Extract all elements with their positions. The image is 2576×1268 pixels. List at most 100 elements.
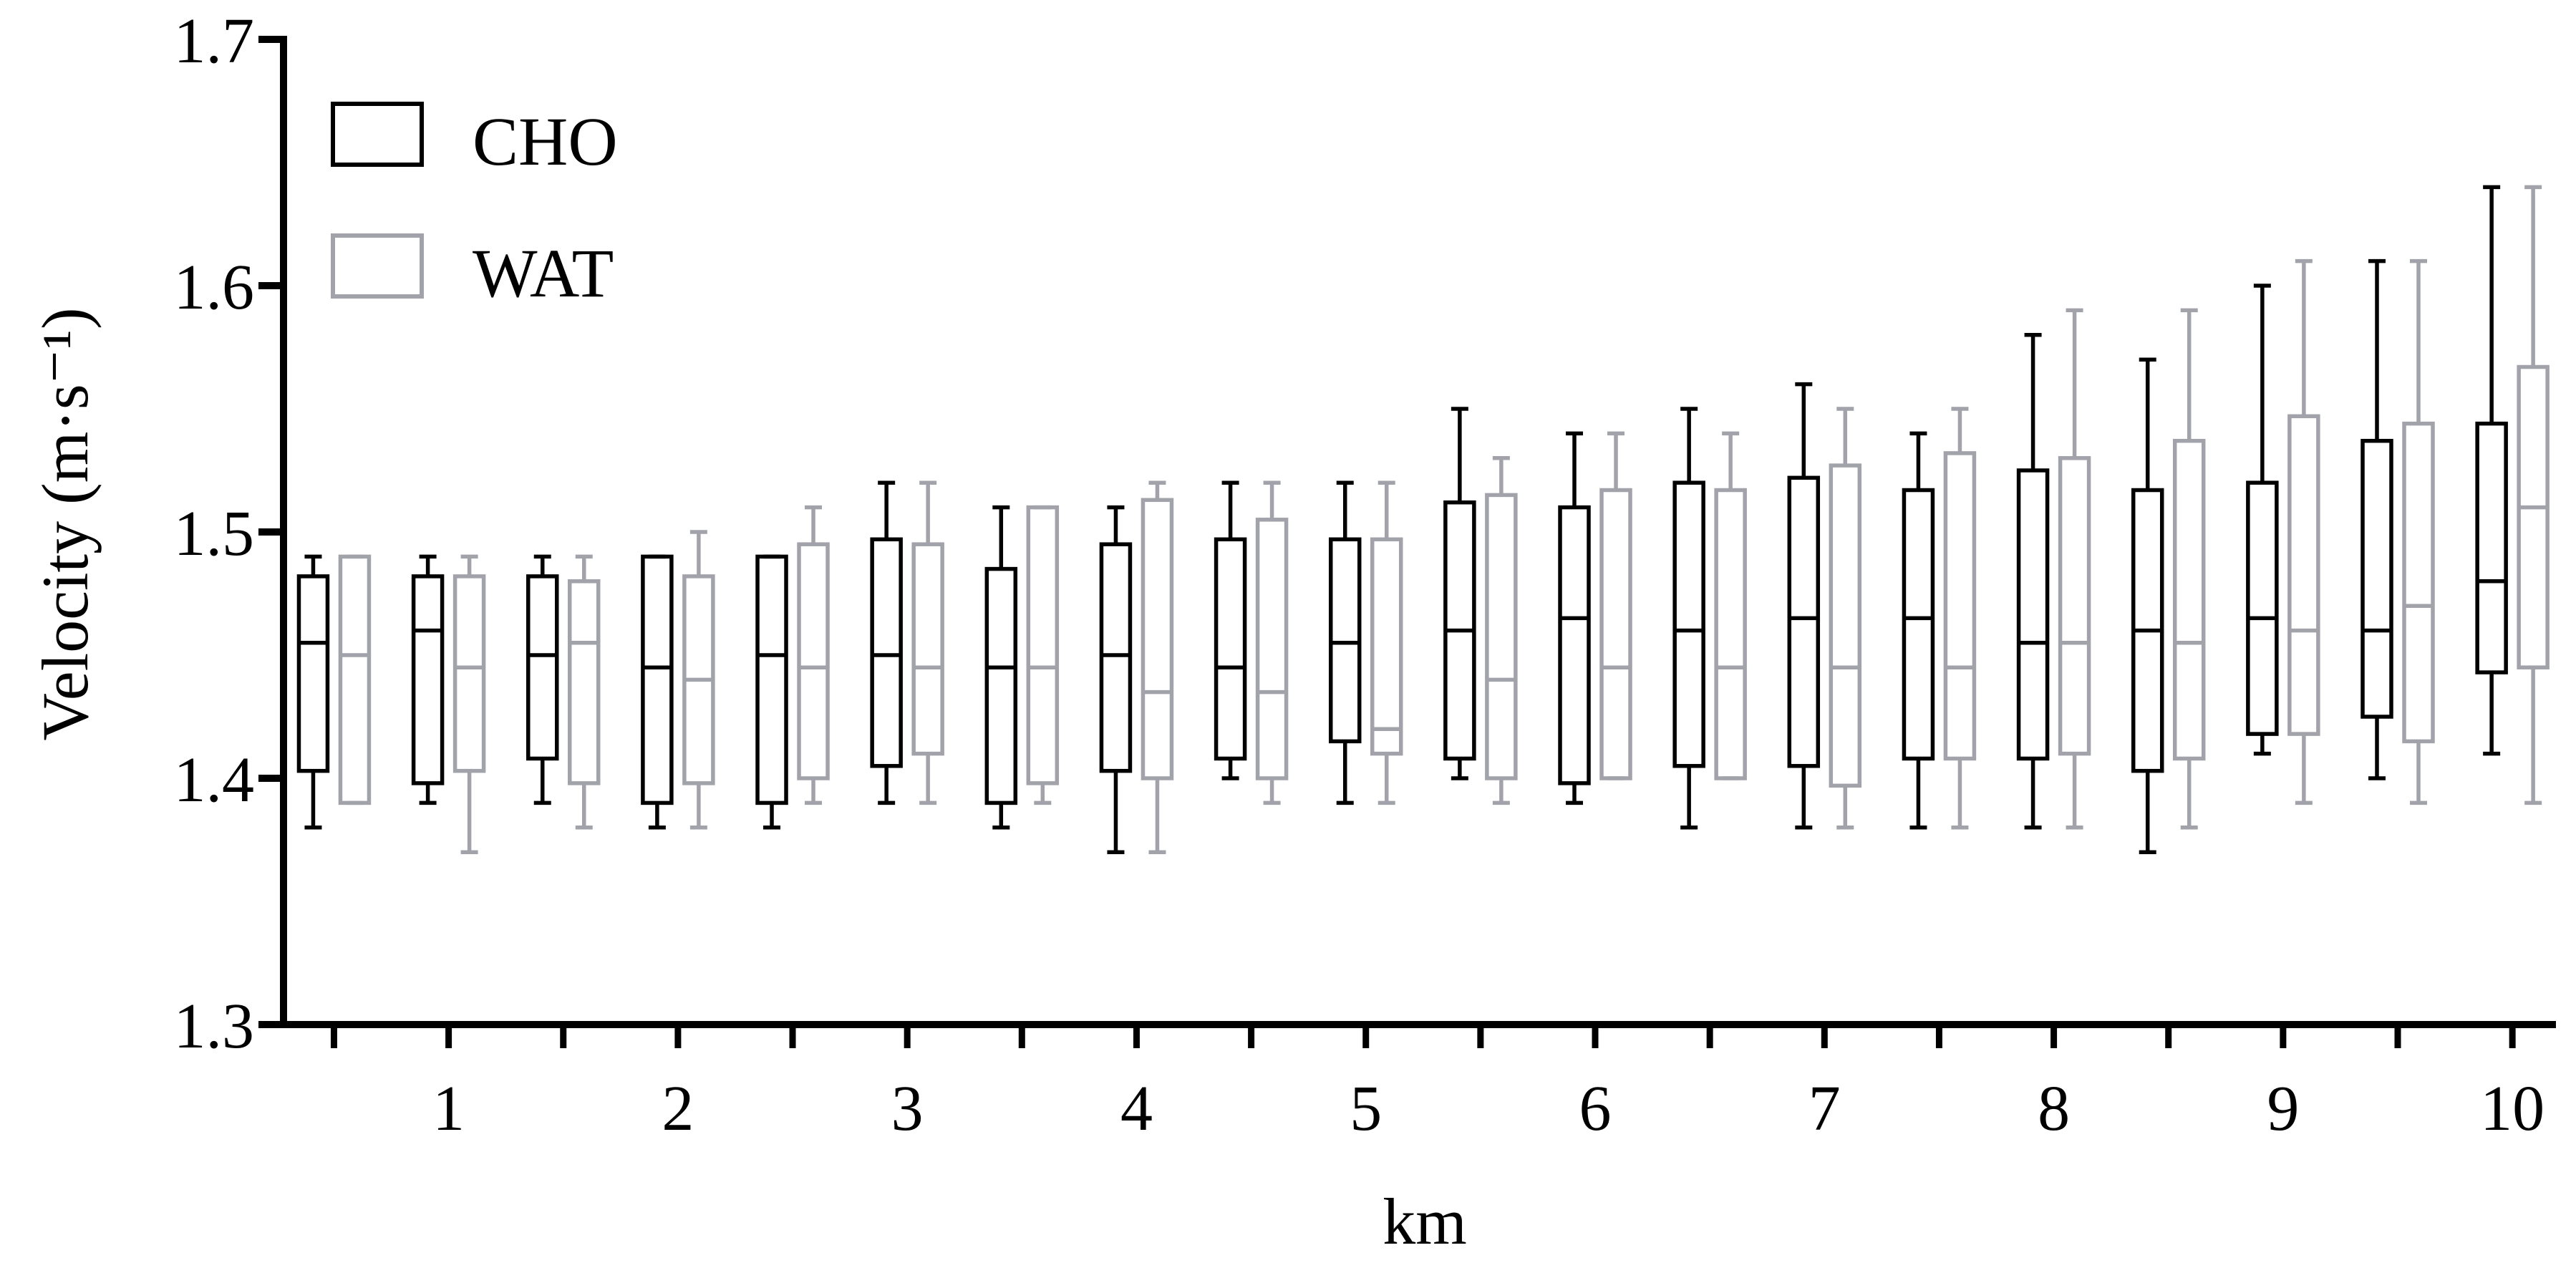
wat-iqr-box [2172,438,2206,761]
x-tick-label: 9 [2267,1073,2299,1144]
wat-iqr-box [2517,364,2550,669]
cho-box-plot-4.5-km [1214,480,1247,780]
axis-ticks: 1.3 1.4 1.5 1.6 1.7 1 2 3 4 5 6 7 8 9 10 [174,6,2545,1144]
cho-box-plot-8.5-km [2131,357,2164,854]
cho-iqr-box [296,574,330,773]
wat-box-plot-8.5-km [2172,308,2206,830]
cho-iqr-box [2246,480,2279,736]
y-tick-label: 1.4 [174,745,255,816]
cho-iqr-box [2016,468,2050,761]
x-axis-label: km [1383,1185,1467,1258]
cho-iqr-box [1214,537,1247,761]
wat-iqr-box [2287,414,2320,736]
x-tick-label: 5 [1350,1073,1382,1144]
wat-box-plot-3-km [911,480,944,805]
wat-iqr-box [1599,488,1632,780]
cho-iqr-box [1328,537,1362,744]
wat-iqr-box [1714,488,1747,780]
x-tick-label: 3 [891,1073,924,1144]
wat-iqr-box [1255,518,1289,780]
wat-iqr-box [567,579,601,785]
wat-box-plot-3.5-km [1026,505,1060,805]
cho-iqr-box [984,566,1018,805]
wat-iqr-box [911,542,944,756]
cho-box-plot-1-km [411,554,445,805]
wat-box-plot-9-km [2287,258,2320,805]
cho-iqr-box [755,554,788,805]
cho-box-plot-0.5-km [296,554,330,830]
x-tick-label: 2 [662,1073,694,1144]
wat-iqr-box [2058,456,2091,756]
box-plots [296,185,2550,854]
wat-iqr-box [1026,505,1060,785]
wat-iqr-box [1485,493,1518,780]
cho-box-plot-3.5-km [984,505,1018,830]
y-axis-label: Velocity (m·s⁻¹) [29,307,102,740]
cho-iqr-box [1787,475,1821,768]
x-tick-label: 10 [2480,1073,2544,1144]
legend: CHO WAT [331,102,618,311]
cho-box-plot-6-km [1558,431,1591,805]
x-tick-label: 6 [1579,1073,1612,1144]
wat-iqr-box [797,542,830,780]
wat-box-plot-2-km [682,530,715,830]
wat-iqr-box [1829,463,1862,788]
wat-box-plot-1.5-km [567,554,601,830]
cho-iqr-box [1558,505,1591,785]
cho-box-plot-6.5-km [1672,407,1705,830]
cho-iqr-box [526,574,559,761]
cho-iqr-box [2475,421,2508,674]
legend-swatch-cho [331,102,424,167]
y-tick-label: 1.3 [174,991,255,1062]
wat-box-plot-4-km [1141,480,1174,854]
y-tick-label: 1.5 [174,498,255,569]
cho-iqr-box [1672,480,1705,768]
wat-box-plot-7.5-km [1943,407,1977,830]
cho-iqr-box [1902,488,1935,761]
x-tick-label: 8 [2038,1073,2070,1144]
wat-box-plot-6-km [1599,431,1632,780]
wat-box-plot-2.5-km [797,505,830,805]
wat-box-plot-5-km [1370,480,1403,805]
wat-box-plot-4.5-km [1255,480,1289,805]
cho-box-plot-5-km [1328,480,1362,805]
wat-iqr-box [1370,537,1403,756]
wat-iqr-box [2402,421,2435,744]
wat-box-plot-8-km [2058,308,2091,830]
wat-iqr-box [1141,498,1174,780]
cho-iqr-box [411,574,445,785]
cho-iqr-box [2360,438,2393,719]
wat-box-plot-1-km [452,554,486,854]
cho-box-plot-7-km [1787,382,1821,830]
wat-box-plot-10-km [2517,185,2550,805]
wat-box-plot-7-km [1829,407,1862,830]
cho-box-plot-8-km [2016,333,2050,830]
cho-box-plot-3-km [870,480,903,805]
cho-box-plot-4-km [1099,505,1133,854]
cho-box-plot-1.5-km [526,554,559,805]
x-tick-label: 4 [1120,1073,1153,1144]
x-tick-label: 1 [432,1073,465,1144]
cho-box-plot-9.5-km [2360,258,2393,780]
wat-iqr-box [452,574,486,773]
wat-box-plot-5.5-km [1485,456,1518,805]
cho-box-plot-10-km [2475,185,2508,756]
cho-iqr-box [641,554,674,805]
legend-swatch-wat [331,233,424,299]
x-tick-label: 7 [1808,1073,1841,1144]
cho-box-plot-9-km [2246,284,2279,756]
y-tick-label: 1.7 [174,6,255,77]
cho-box-plot-2.5-km [755,554,788,830]
legend-label-wat: WAT [473,235,614,311]
wat-box-plot-6.5-km [1714,431,1747,780]
cho-box-plot-2-km [641,554,674,830]
cho-box-plot-5.5-km [1443,407,1476,780]
cho-iqr-box [870,537,903,768]
wat-iqr-box [338,554,372,805]
cho-box-plot-7.5-km [1902,431,1935,830]
cho-iqr-box [1099,542,1133,773]
legend-label-cho: CHO [473,103,618,180]
wat-box-plot-9.5-km [2402,258,2435,805]
